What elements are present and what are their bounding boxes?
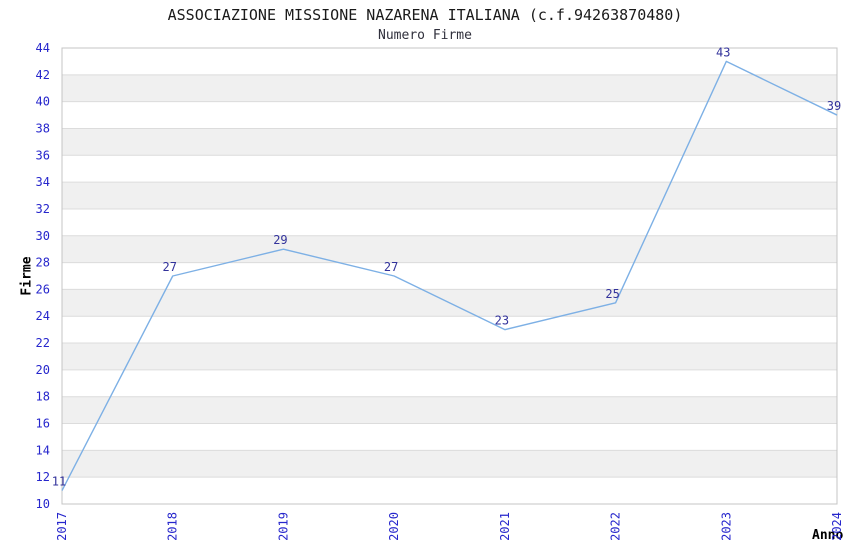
y-tick-label: 28 xyxy=(36,256,50,270)
y-tick-label: 36 xyxy=(36,148,50,162)
value-label: 39 xyxy=(827,99,841,113)
y-tick-label: 10 xyxy=(36,497,50,511)
value-label: 27 xyxy=(384,260,398,274)
value-label: 27 xyxy=(162,260,176,274)
value-label: 25 xyxy=(605,287,619,301)
band-stripe xyxy=(62,343,837,370)
x-tick-label: 2022 xyxy=(609,512,623,541)
value-label: 11 xyxy=(52,475,66,489)
y-tick-label: 12 xyxy=(36,470,50,484)
y-tick-label: 16 xyxy=(36,417,50,431)
x-tick-label: 2020 xyxy=(387,512,401,541)
chart-title: ASSOCIAZIONE MISSIONE NAZARENA ITALIANA … xyxy=(167,6,683,24)
y-tick-label: 38 xyxy=(36,121,50,135)
band-stripe xyxy=(62,450,837,478)
x-tick-label: 2019 xyxy=(276,512,290,541)
x-tick-label: 2017 xyxy=(55,512,69,541)
band-stripe xyxy=(62,396,837,424)
y-tick-label: 14 xyxy=(36,443,50,457)
y-tick-label: 22 xyxy=(36,336,50,350)
y-tick-label: 30 xyxy=(36,229,50,243)
plot-border xyxy=(61,47,838,505)
data-line xyxy=(61,60,838,491)
band-stripe xyxy=(62,74,837,102)
y-tick-label: 40 xyxy=(36,95,50,109)
band-stripe xyxy=(62,235,837,263)
value-label: 23 xyxy=(495,314,509,328)
chart-subtitle: Numero Firme xyxy=(378,28,472,43)
y-tick-label: 20 xyxy=(36,363,50,377)
y-tick-label: 34 xyxy=(36,175,50,189)
value-label: 43 xyxy=(716,45,730,59)
y-tick-label: 42 xyxy=(36,68,50,82)
band-stripe xyxy=(62,128,837,156)
x-tick-label: 2018 xyxy=(166,512,180,541)
band-stripe xyxy=(62,182,837,209)
value-label: 29 xyxy=(273,233,287,247)
x-tick-label: 2021 xyxy=(498,512,512,541)
y-tick-label: 24 xyxy=(36,309,50,323)
y-tick-label: 32 xyxy=(36,202,50,216)
y-tick-label: 18 xyxy=(36,390,50,404)
y-tick-label: 26 xyxy=(36,282,50,296)
x-tick-label: 2024 xyxy=(830,512,844,541)
y-tick-label: 44 xyxy=(36,41,50,55)
x-axis-label: Anno xyxy=(812,528,844,543)
x-tick-label: 2023 xyxy=(719,512,733,541)
